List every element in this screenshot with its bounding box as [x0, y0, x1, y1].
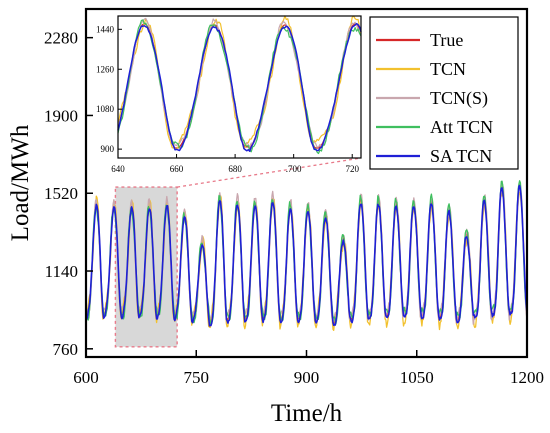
legend: True TCN TCN(S) Att TCN SA TCN	[369, 16, 519, 170]
zoom-connectors	[177, 157, 362, 188]
y-tick-label: 2280	[44, 29, 78, 48]
inset-x-tick-label: 680	[228, 164, 242, 174]
y-axis-title: Load/MWh	[7, 124, 34, 241]
zoom-connector-line	[177, 157, 362, 188]
inset-chart: 640 660 680 .700 720 900 1080 1260 1440	[96, 15, 362, 174]
main-ticks: 600 750 900 1050 1200 760 1140 1520 1900 2280	[44, 29, 544, 387]
inset-line-sa-tcn	[117, 22, 362, 152]
inset-line-att-tcn	[117, 19, 362, 155]
x-tick-label: 1050	[400, 368, 434, 387]
x-tick-label: 600	[73, 368, 99, 387]
main-line-sa-tcn	[85, 184, 528, 327]
legend-box	[369, 16, 519, 170]
inset-x-tick-label: 720	[345, 164, 359, 174]
x-tick-label: 750	[184, 368, 210, 387]
legend-label: True	[430, 30, 463, 50]
inset-x-tick-label: .700	[286, 164, 302, 174]
inset-x-tick-label: 660	[170, 164, 184, 174]
y-tick-label: 1520	[44, 184, 78, 203]
inset-y-tick-label: 1080	[96, 104, 115, 114]
inset-plot-lines	[117, 15, 362, 155]
y-tick-label: 1900	[44, 106, 78, 125]
legend-label: TCN	[430, 59, 466, 79]
inset-y-tick-label: 900	[101, 144, 115, 154]
inset-x-tick-label: 640	[111, 164, 125, 174]
main-plot-lines	[85, 180, 528, 331]
x-tick-label: 900	[294, 368, 320, 387]
inset-ticks: 640 660 680 .700 720 900 1080 1260 1440	[96, 24, 359, 174]
inset-y-tick-label: 1440	[96, 24, 115, 34]
legend-label: SA TCN	[430, 146, 492, 166]
y-tick-label: 1140	[45, 262, 78, 281]
legend-label: Att TCN	[430, 117, 493, 137]
y-tick-label: 760	[53, 340, 79, 359]
x-tick-label: 1200	[510, 368, 544, 387]
inset-plot-frame	[117, 15, 362, 159]
legend-label: TCN(S)	[430, 88, 488, 109]
zoom-region	[114, 186, 178, 348]
x-axis-title: Time/h	[271, 400, 343, 427]
inset-y-tick-label: 1260	[96, 64, 115, 74]
